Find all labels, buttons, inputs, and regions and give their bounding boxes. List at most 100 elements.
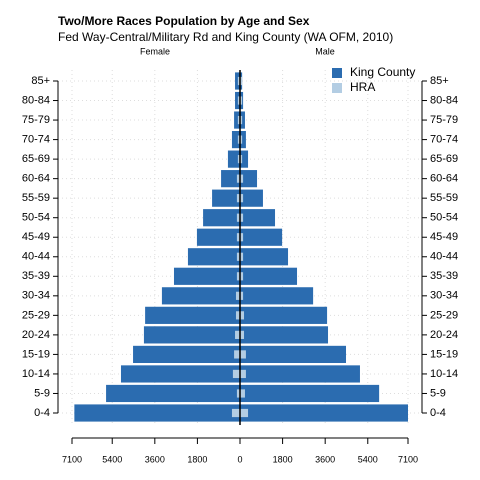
y-tick-label: 50-54 bbox=[430, 212, 458, 224]
bar-female bbox=[237, 115, 240, 125]
bar-female bbox=[173, 267, 240, 285]
y-tick-label: 35-39 bbox=[22, 270, 50, 282]
y-tick-label: 85+ bbox=[31, 75, 50, 87]
bar-female bbox=[231, 130, 240, 149]
bar-male bbox=[240, 170, 258, 188]
bar-female bbox=[236, 233, 240, 242]
y-tick-label: 35-39 bbox=[430, 270, 458, 282]
y-tick-label: 40-44 bbox=[430, 251, 458, 263]
x-tick-label: 5400 bbox=[102, 454, 122, 464]
y-tick-label: 0-4 bbox=[430, 407, 446, 419]
bar-male bbox=[240, 272, 244, 281]
x-tick-label: 7100 bbox=[62, 454, 82, 464]
bar-male bbox=[240, 189, 263, 207]
bar-female bbox=[106, 384, 240, 403]
bar-male bbox=[240, 330, 245, 339]
female-label: Female bbox=[140, 46, 170, 56]
bar-male bbox=[240, 404, 408, 422]
legend-swatch bbox=[332, 68, 342, 78]
bar-female bbox=[212, 189, 240, 207]
bar-female bbox=[196, 228, 240, 246]
y-tick-label: 20-24 bbox=[430, 329, 458, 341]
bar-female bbox=[236, 213, 240, 222]
y-tick-label: 20-24 bbox=[22, 329, 50, 341]
legend-swatch bbox=[332, 83, 342, 93]
bar-male bbox=[240, 267, 298, 285]
y-tick-label: 75-79 bbox=[22, 114, 50, 126]
bar-female bbox=[235, 72, 240, 90]
y-tick-label: 10-14 bbox=[430, 368, 458, 380]
chart-title: Two/More Races Population by Age and Sex bbox=[58, 14, 310, 28]
bar-female bbox=[187, 248, 240, 266]
bar-female bbox=[235, 311, 240, 320]
bar-male bbox=[240, 209, 276, 227]
bar-male bbox=[240, 155, 243, 164]
bar-female bbox=[145, 306, 240, 324]
y-tick-label: 80-84 bbox=[430, 94, 458, 106]
y-tick-label: 80-84 bbox=[22, 94, 50, 106]
bar-male bbox=[240, 384, 380, 403]
bar-female bbox=[236, 252, 240, 261]
y-tick-label: 65-69 bbox=[22, 153, 50, 165]
bar-female bbox=[232, 369, 240, 379]
legend-label: King County bbox=[350, 65, 415, 79]
y-tick-label: 55-59 bbox=[430, 192, 458, 204]
bar-male bbox=[240, 213, 244, 222]
y-tick-label: 30-34 bbox=[22, 290, 50, 302]
bar-female bbox=[237, 76, 240, 86]
bar-female bbox=[143, 326, 240, 344]
bar-female bbox=[235, 291, 240, 300]
male-label: Male bbox=[315, 46, 335, 56]
y-tick-label: 70-74 bbox=[22, 133, 50, 145]
x-tick-label: 1800 bbox=[187, 454, 207, 464]
bar-male bbox=[240, 389, 245, 398]
y-tick-label: 55-59 bbox=[22, 192, 50, 204]
bar-male bbox=[240, 130, 246, 149]
bar-male bbox=[240, 194, 244, 203]
y-tick-label: 85+ bbox=[430, 75, 449, 87]
x-tick-label: 7100 bbox=[398, 454, 418, 464]
bar-female bbox=[203, 209, 240, 227]
bar-female bbox=[237, 135, 240, 144]
y-tick-label: 5-9 bbox=[34, 387, 50, 399]
bar-female bbox=[235, 91, 240, 110]
y-tick-label: 30-34 bbox=[430, 290, 458, 302]
bar-male bbox=[240, 326, 329, 344]
bar-male bbox=[240, 311, 245, 320]
y-tick-label: 25-29 bbox=[430, 309, 458, 321]
bar-male bbox=[240, 291, 244, 300]
bar-male bbox=[240, 345, 347, 364]
y-tick-label: 60-64 bbox=[22, 173, 50, 185]
bar-female bbox=[133, 345, 240, 364]
bar-male bbox=[240, 228, 283, 246]
y-tick-label: 15-19 bbox=[430, 348, 458, 360]
bar-female bbox=[234, 111, 240, 129]
y-tick-label: 50-54 bbox=[22, 212, 50, 224]
bar-female bbox=[161, 287, 240, 305]
bar-male bbox=[240, 408, 249, 418]
bar-male bbox=[240, 365, 360, 383]
bar-male bbox=[240, 369, 246, 379]
y-tick-label: 45-49 bbox=[22, 231, 50, 243]
bar-female bbox=[235, 330, 240, 339]
bar-female bbox=[74, 404, 240, 422]
bar-female bbox=[231, 408, 240, 418]
bar-male bbox=[240, 96, 243, 105]
bar-female bbox=[237, 96, 240, 105]
y-tick-label: 10-14 bbox=[22, 368, 50, 380]
y-tick-label: 70-74 bbox=[430, 133, 458, 145]
y-tick-label: 25-29 bbox=[22, 309, 50, 321]
y-tick-label: 5-9 bbox=[430, 387, 446, 399]
y-tick-label: 0-4 bbox=[34, 407, 50, 419]
x-tick-label: 0 bbox=[237, 454, 242, 464]
bar-female bbox=[120, 365, 240, 383]
bar-female bbox=[236, 389, 240, 398]
x-tick-label: 3600 bbox=[145, 454, 165, 464]
bar-female bbox=[234, 350, 240, 359]
bar-female bbox=[236, 174, 240, 183]
y-tick-label: 15-19 bbox=[22, 348, 50, 360]
bar-male bbox=[240, 248, 289, 266]
y-tick-label: 65-69 bbox=[430, 153, 458, 165]
x-tick-label: 1800 bbox=[273, 454, 293, 464]
